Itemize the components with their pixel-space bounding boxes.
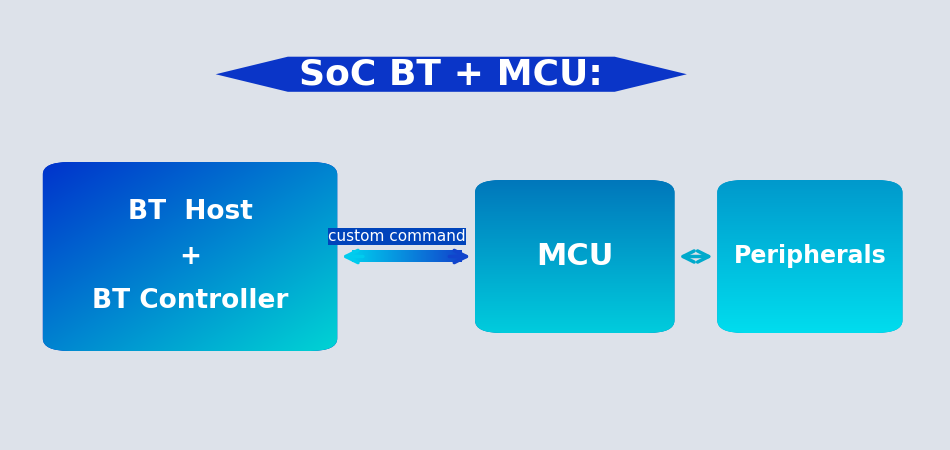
FancyBboxPatch shape xyxy=(475,180,674,333)
Polygon shape xyxy=(216,57,687,92)
FancyBboxPatch shape xyxy=(717,180,902,333)
Text: Peripherals: Peripherals xyxy=(733,244,886,269)
Text: SoC BT + MCU:: SoC BT + MCU: xyxy=(299,57,603,91)
FancyBboxPatch shape xyxy=(328,228,466,245)
Text: BT  Host
+
BT Controller: BT Host + BT Controller xyxy=(92,199,288,314)
Text: custom command: custom command xyxy=(328,229,466,244)
Text: MCU: MCU xyxy=(536,242,614,271)
FancyBboxPatch shape xyxy=(43,162,337,351)
